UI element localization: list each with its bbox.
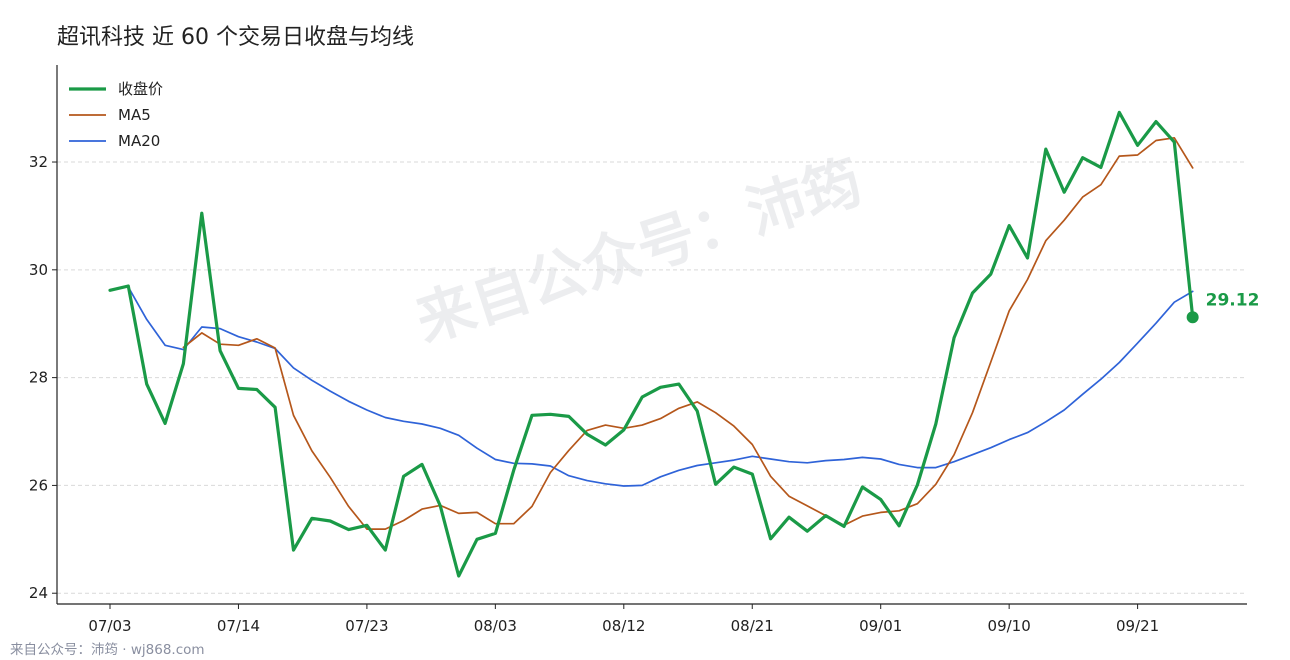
x-tick-label: 07/14 [217, 617, 260, 635]
x-tick-label: 09/01 [859, 617, 902, 635]
y-tick-label: 30 [29, 261, 48, 279]
chart-title: 超讯科技 近 60 个交易日收盘与均线 [57, 25, 414, 50]
legend-label: 收盘价 [118, 80, 163, 98]
x-tick-label: 08/21 [731, 617, 774, 635]
ma20-line [127, 286, 1194, 487]
last-point-label: 29.12 [1206, 290, 1260, 310]
ma5-line [182, 136, 1194, 530]
legend-label: MA5 [118, 106, 151, 124]
x-tick-label: 07/23 [345, 617, 388, 635]
x-axis-ticks: 07/03 07/14 07/23 08/03 08/12 08/21 09/01 09/10… [88, 604, 1159, 635]
last-point-marker [1186, 311, 1199, 324]
close-price-line [108, 110, 1195, 578]
y-axis-ticks: 24 26 28 30 32 [29, 153, 57, 602]
x-tick-label: 07/03 [88, 617, 131, 635]
legend: 收盘价 MA5 MA20 [69, 80, 163, 150]
y-tick-label: 24 [29, 584, 48, 602]
last-point: 29.12 [1186, 290, 1260, 324]
watermark: 来自公众号：沛筠 [408, 147, 870, 355]
x-tick-label: 08/03 [474, 617, 517, 635]
x-tick-label: 09/21 [1116, 617, 1159, 635]
series-lines [108, 110, 1195, 578]
footer-source: 来自公众号：沛筠 · wj868.com [10, 642, 205, 658]
legend-label: MA20 [118, 132, 160, 150]
grid-lines [57, 161, 1247, 594]
y-tick-label: 28 [29, 369, 48, 387]
axes [56, 65, 1247, 605]
x-tick-label: 08/12 [602, 617, 645, 635]
y-tick-label: 32 [29, 153, 48, 171]
y-tick-label: 26 [29, 476, 48, 494]
x-tick-label: 09/10 [988, 617, 1031, 635]
